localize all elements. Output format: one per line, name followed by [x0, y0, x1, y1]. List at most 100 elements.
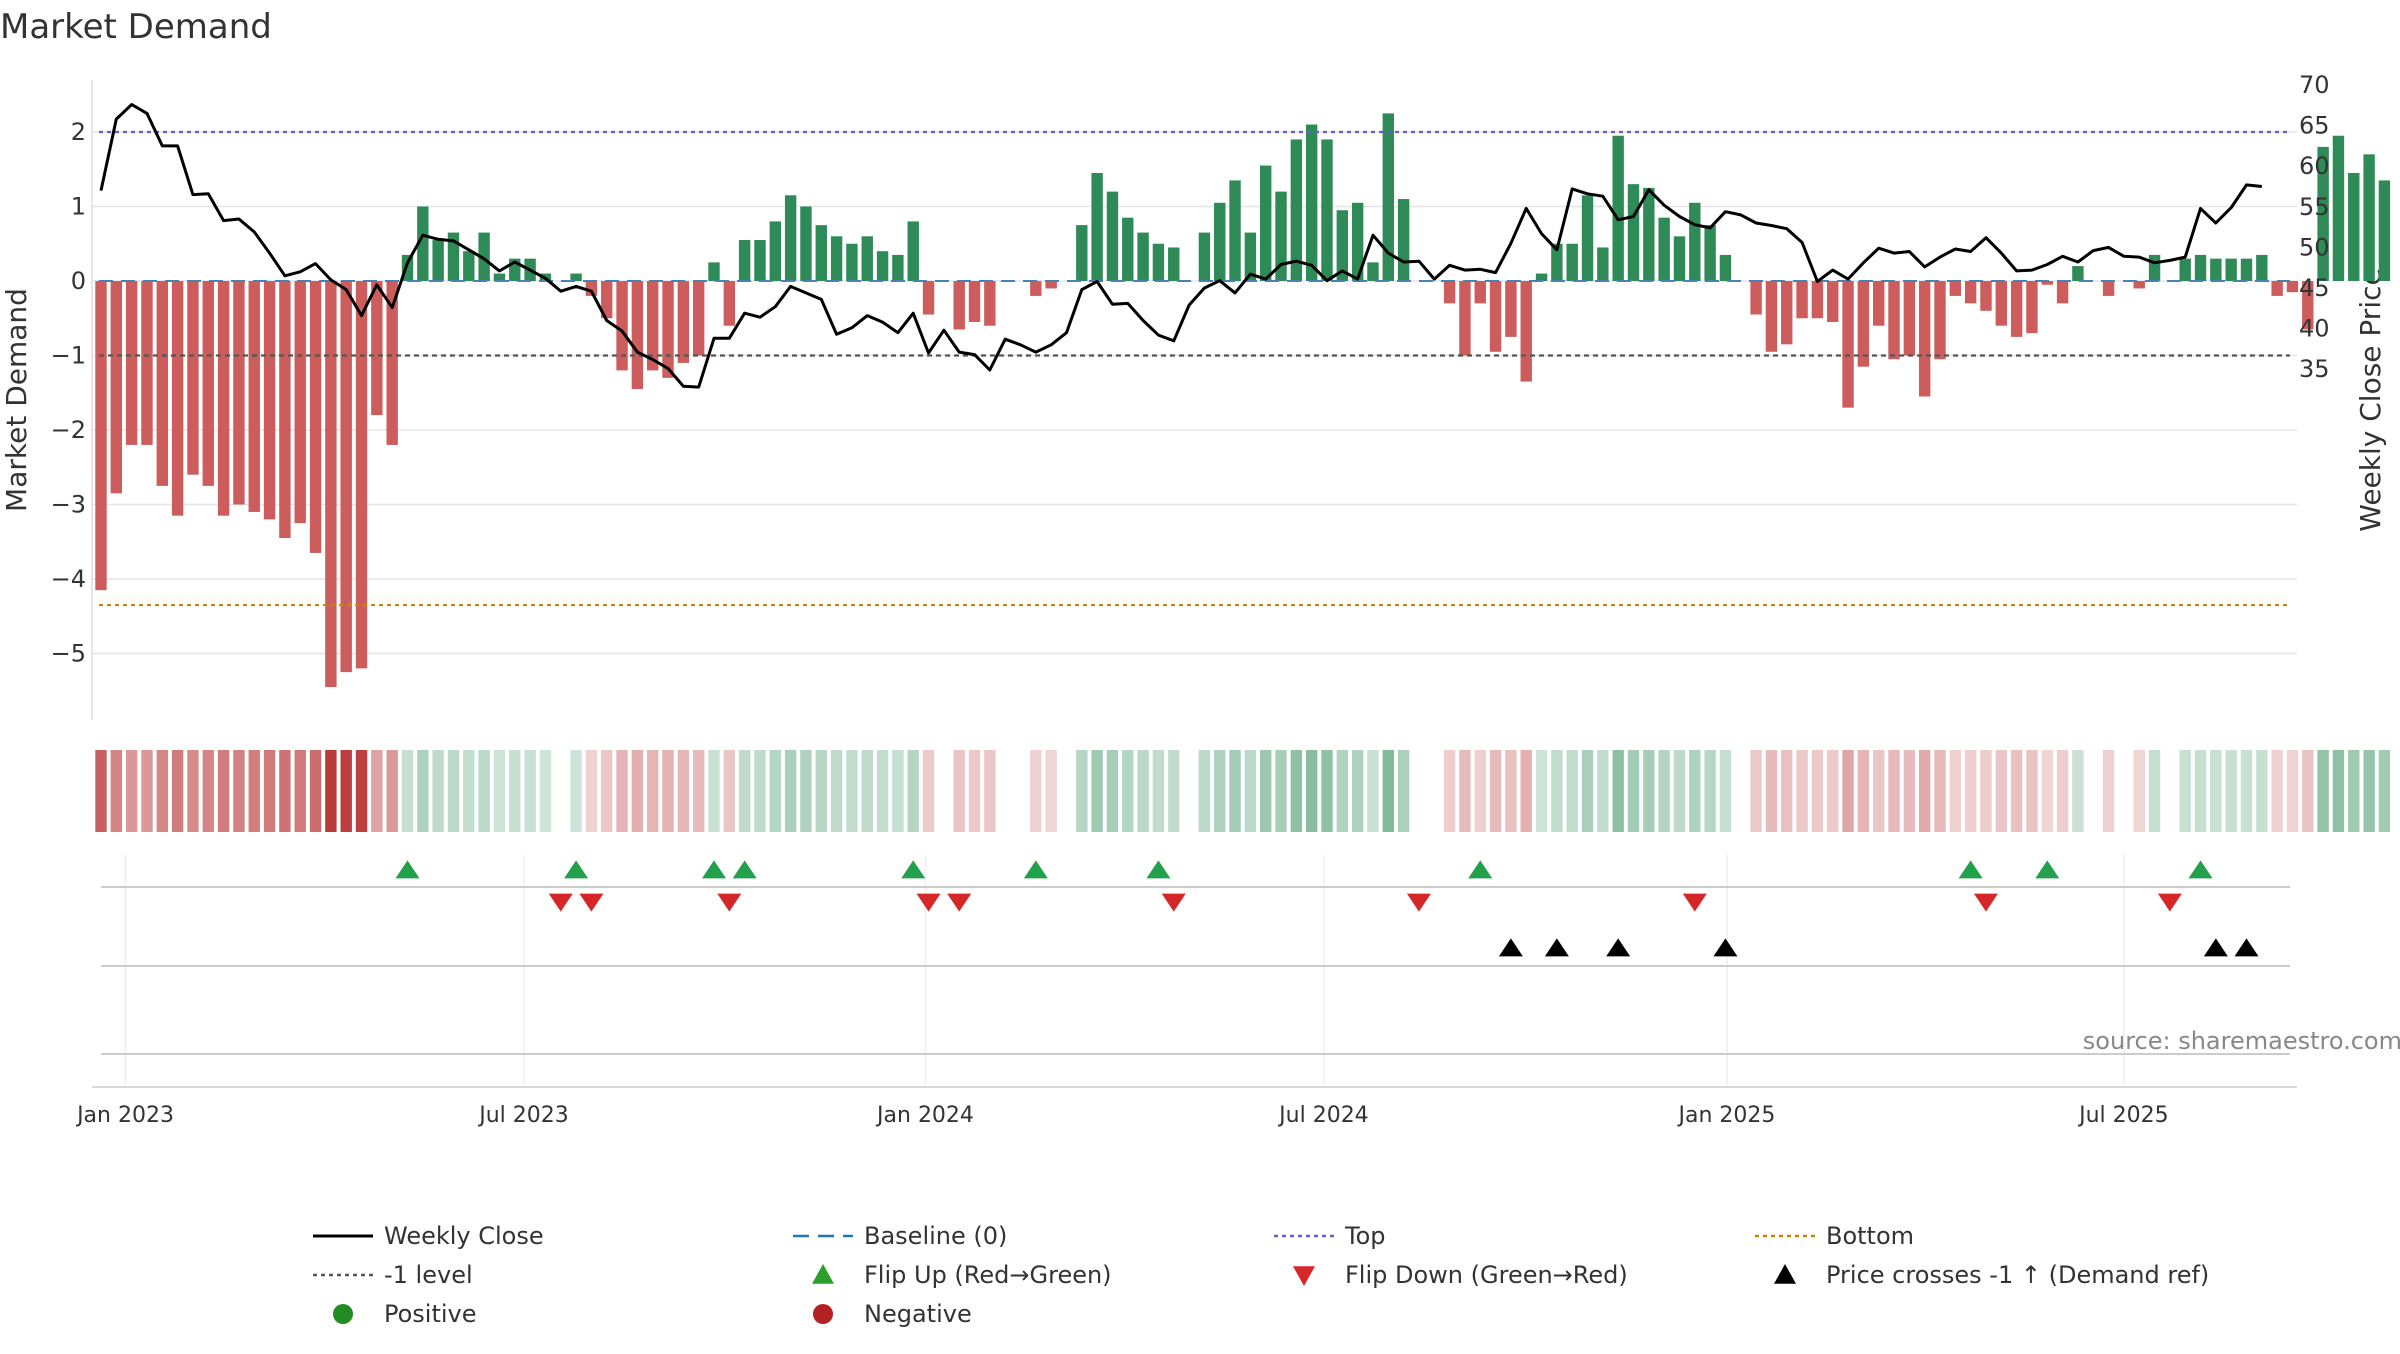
heat-cell — [1168, 750, 1180, 832]
y2-tick-label: 65 — [2299, 112, 2330, 140]
demand-bar — [1244, 232, 1257, 281]
heat-cell — [2348, 750, 2360, 832]
demand-bar — [585, 281, 598, 296]
demand-bar — [1949, 281, 1962, 296]
demand-bar — [1689, 202, 1701, 281]
heat-cell — [1076, 750, 1088, 832]
heat-cell — [1229, 750, 1241, 832]
heat-cell — [432, 750, 444, 832]
heat-cell — [463, 750, 475, 832]
demand-bar — [723, 281, 736, 326]
reference-levels — [99, 130, 2290, 607]
heat-cell — [2256, 750, 2268, 832]
demand-bar — [294, 281, 306, 524]
demand-bar — [2179, 258, 2191, 281]
demand-bar — [2041, 281, 2053, 285]
heat-cell — [1995, 750, 2007, 832]
flip-up-marker — [564, 860, 589, 879]
x-tick-label: Jan 2023 — [75, 1103, 174, 1128]
demand-bar — [1351, 202, 1364, 281]
demand-bar — [1505, 281, 1517, 337]
demand-bar — [616, 281, 628, 371]
heat-cell — [984, 750, 996, 832]
heat-cell — [1505, 750, 1517, 832]
heat-cell — [1061, 750, 1072, 832]
demand-bar — [2240, 258, 2253, 281]
demand-bar — [1489, 281, 1502, 352]
heat-cell — [202, 750, 214, 832]
heat-cell — [1918, 750, 1931, 832]
demand-bar — [692, 281, 705, 356]
legend-label: Negative — [864, 1300, 972, 1328]
heat-cell — [2026, 750, 2038, 832]
flip-up-marker — [1146, 860, 1171, 879]
heat-cell — [570, 750, 582, 832]
heat-cell — [2271, 750, 2283, 832]
demand-bar — [1597, 247, 1609, 281]
legend-swatch — [812, 1264, 834, 1284]
demand-bar — [187, 281, 199, 475]
demand-bar — [2317, 146, 2329, 281]
heat-cell — [1827, 750, 1839, 832]
heat-cell — [1091, 750, 1103, 832]
demand-bar — [1474, 281, 1486, 304]
demand-bar — [371, 281, 383, 416]
demand-bar — [1781, 281, 1793, 345]
heat-cell — [861, 750, 873, 832]
demand-bar — [1152, 243, 1165, 281]
legend-item: Flip Up (Red→Green) — [812, 1261, 1112, 1289]
heat-cell — [677, 750, 690, 832]
flip-up-marker — [732, 860, 757, 879]
demand-bar — [1888, 281, 1900, 360]
heat-cell — [1704, 750, 1716, 832]
demand-bar — [1811, 281, 1824, 319]
demand-bar — [1627, 184, 1640, 281]
price-cross-marker — [1606, 938, 1631, 957]
weekly-close-line — [99, 103, 2262, 389]
legend-label: -1 level — [384, 1261, 473, 1289]
demand-bar — [1459, 281, 1471, 356]
price-cross-marker — [2203, 938, 2228, 957]
legend-swatch — [1774, 1264, 1796, 1284]
demand-bar — [248, 281, 260, 512]
heat-cell — [1152, 750, 1165, 832]
heat-cell — [1351, 750, 1364, 832]
demand-bar — [784, 195, 797, 281]
heat-cell — [800, 750, 812, 832]
flip-up-marker — [2035, 860, 2060, 879]
demand-bar — [417, 206, 429, 281]
demand-bar — [892, 254, 904, 281]
legend-label: Bottom — [1826, 1222, 1914, 1250]
heat-cell — [2378, 750, 2391, 832]
demand-bar — [647, 281, 659, 371]
demand-bar — [2363, 154, 2375, 281]
demand-bar — [1535, 273, 1548, 281]
demand-bar — [601, 281, 613, 319]
demand-bar — [2256, 254, 2268, 281]
heat-cell — [1551, 750, 1563, 832]
demand-bar — [1765, 281, 1778, 352]
demand-bar — [1566, 243, 1578, 281]
y2-tick-label: 45 — [2299, 274, 2330, 302]
flip-down-marker — [1161, 893, 1186, 912]
demand-bar — [922, 281, 935, 315]
legend-label: Flip Up (Red→Green) — [864, 1261, 1112, 1289]
heat-cell — [999, 750, 1010, 832]
demand-bar — [2225, 258, 2237, 281]
flip-down-marker — [1682, 893, 1707, 912]
demand-bar — [401, 254, 414, 281]
demand-bar — [1658, 217, 1670, 281]
demand-bar — [2332, 135, 2345, 281]
heat-cell — [1106, 750, 1119, 832]
flip-down-marker — [1406, 893, 1431, 912]
heat-cell — [601, 750, 613, 832]
heat-cell — [509, 750, 521, 832]
heat-cell — [2164, 750, 2175, 832]
demand-bar — [2133, 281, 2145, 289]
heat-cell — [2225, 750, 2237, 832]
flip-up-marker — [901, 860, 926, 879]
price-cross-marker — [1544, 938, 1569, 957]
demand-bar — [1106, 191, 1119, 281]
demand-bar — [1903, 281, 1916, 356]
